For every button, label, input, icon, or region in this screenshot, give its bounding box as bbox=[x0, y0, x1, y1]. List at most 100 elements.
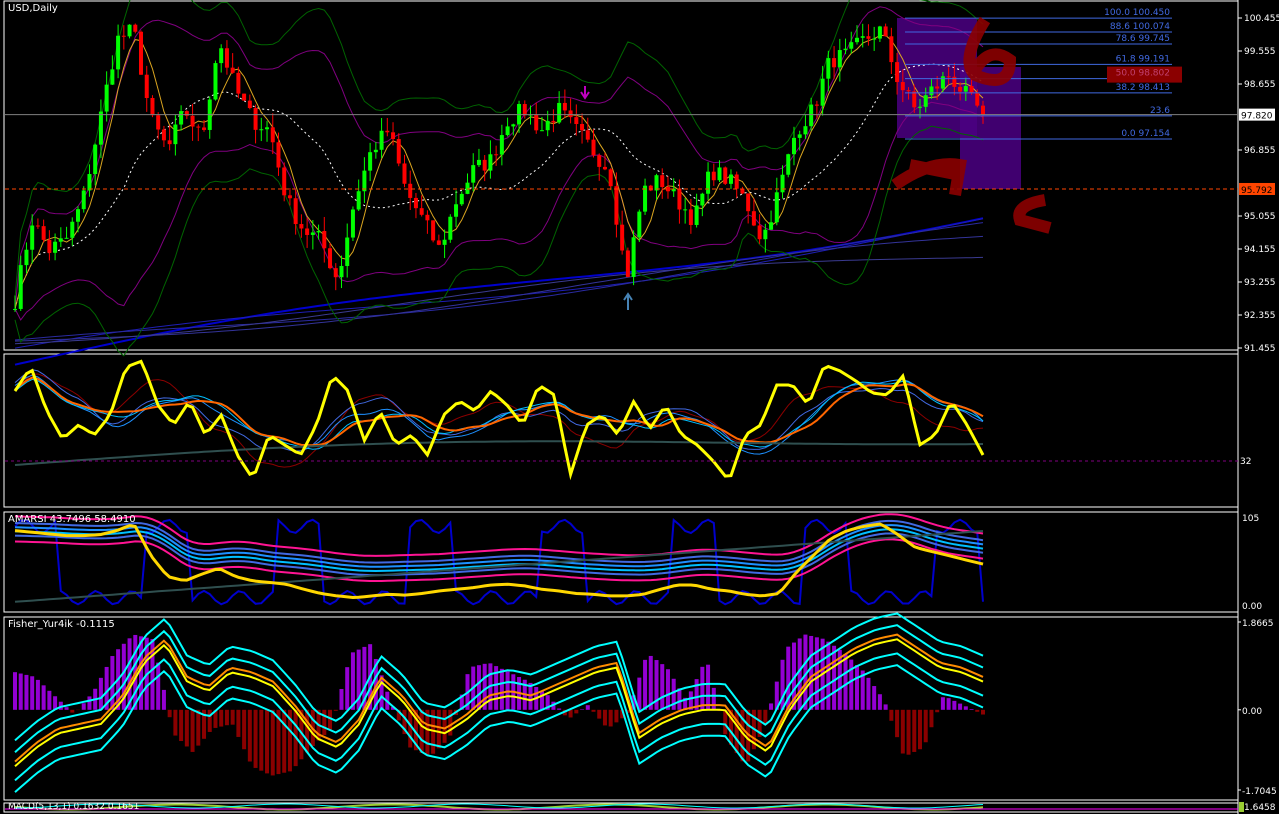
fisher-histogram-bar bbox=[923, 709, 928, 743]
candle-body bbox=[700, 193, 705, 206]
amarsi-band bbox=[14, 538, 984, 582]
candle-body bbox=[643, 185, 648, 212]
fisher-histogram-bar bbox=[448, 709, 453, 736]
candle-body bbox=[339, 265, 344, 278]
fisher-histogram-bar bbox=[322, 709, 327, 736]
fisher-histogram-bar bbox=[87, 696, 92, 710]
fisher-band bbox=[14, 612, 984, 742]
candle-body bbox=[287, 195, 292, 199]
fisher-histogram-bar bbox=[499, 668, 504, 710]
fisher-histogram-bar bbox=[379, 675, 384, 710]
fisher-histogram-bar bbox=[917, 709, 922, 750]
fisher-histogram-bar bbox=[602, 709, 607, 726]
bollinger-upper bbox=[14, 0, 984, 298]
candle-body bbox=[740, 188, 745, 194]
candle-body bbox=[419, 208, 424, 215]
candle-body bbox=[156, 115, 161, 130]
fisher-histogram-bar bbox=[671, 678, 676, 710]
fisher-histogram-bar bbox=[597, 709, 602, 719]
candle-body bbox=[30, 225, 35, 250]
fisher-histogram-bar bbox=[431, 709, 436, 754]
fisher-histogram-bar bbox=[305, 709, 310, 753]
candle-body bbox=[476, 159, 481, 166]
candle-body bbox=[522, 104, 527, 116]
fisher-histogram-bar bbox=[643, 659, 648, 710]
fisher-histogram-bar bbox=[219, 709, 224, 727]
candle-body bbox=[167, 140, 172, 145]
fisher-histogram-bar bbox=[373, 658, 378, 710]
fisher-histogram-bar bbox=[591, 709, 596, 712]
candle-body bbox=[104, 84, 109, 112]
candle-body bbox=[843, 48, 848, 51]
fisher-histogram-bar bbox=[391, 706, 396, 710]
fast-ma bbox=[14, 34, 984, 310]
fisher-histogram-bar bbox=[912, 709, 917, 752]
candle-body bbox=[202, 127, 207, 130]
fisher-histogram-bar bbox=[224, 709, 229, 726]
fisher-histogram-bar bbox=[694, 679, 699, 710]
candle-body bbox=[917, 106, 922, 108]
candle-body bbox=[688, 209, 693, 225]
fisher-histogram-bar bbox=[935, 709, 940, 713]
fisher-histogram-bar bbox=[207, 709, 212, 732]
candle-body bbox=[408, 183, 413, 198]
fisher-histogram-bar bbox=[631, 695, 636, 710]
candle-body bbox=[568, 110, 573, 118]
candle-body bbox=[230, 67, 235, 73]
candle-body bbox=[717, 167, 722, 181]
candle-body bbox=[706, 171, 711, 194]
moving-average-line bbox=[14, 217, 984, 366]
candle-body bbox=[150, 97, 155, 116]
candle-body bbox=[551, 120, 556, 123]
candle-body bbox=[373, 149, 378, 153]
fisher-histogram-bar bbox=[299, 709, 304, 760]
fisher-histogram-bar bbox=[459, 694, 464, 710]
fisher-histogram-bar bbox=[860, 670, 865, 710]
fisher-histogram-bar bbox=[774, 681, 779, 710]
fisher-histogram-bar bbox=[791, 642, 796, 710]
fisher-histogram-bar bbox=[895, 709, 900, 738]
candle-body bbox=[826, 58, 831, 79]
fisher-histogram-bar bbox=[854, 665, 859, 710]
macd-tick-label: 1.6458 bbox=[1244, 803, 1276, 813]
candle-body bbox=[780, 174, 785, 193]
candle-body bbox=[76, 209, 81, 222]
candle-body bbox=[93, 144, 98, 175]
fisher-histogram-bar bbox=[952, 700, 957, 710]
candle-body bbox=[660, 175, 665, 188]
candle-body bbox=[774, 192, 779, 223]
candle-body bbox=[471, 165, 476, 183]
rsi-band bbox=[14, 378, 984, 450]
candle-body bbox=[654, 175, 659, 191]
candle-body bbox=[963, 86, 968, 92]
fisher-histogram-bar bbox=[253, 709, 258, 768]
price-tick-label: 93.255 bbox=[1244, 278, 1276, 288]
candle-body bbox=[396, 139, 401, 164]
arrow-up-icon bbox=[623, 292, 633, 310]
candle-body bbox=[402, 163, 407, 184]
candle-body bbox=[459, 193, 464, 205]
amarsi-slow-line bbox=[14, 530, 984, 603]
candle-body bbox=[328, 248, 333, 269]
candle-body bbox=[454, 204, 459, 217]
candle-body bbox=[912, 91, 917, 108]
fisher-histogram-bar bbox=[872, 686, 877, 710]
candle-body bbox=[671, 188, 676, 192]
fisher-histogram-bar bbox=[574, 709, 579, 714]
fisher-histogram-bar bbox=[402, 709, 407, 735]
candle-body bbox=[127, 24, 132, 37]
candle-body bbox=[591, 139, 596, 156]
amarsi-band bbox=[14, 532, 984, 577]
fisher-histogram-bar bbox=[213, 709, 218, 728]
fisher-histogram-bar bbox=[900, 709, 905, 754]
fib-level-label: 38.2 98.413 bbox=[1116, 83, 1170, 93]
fisher-histogram-bar bbox=[356, 649, 361, 710]
candle-body bbox=[81, 190, 86, 210]
candle-body bbox=[379, 130, 384, 150]
candle-body bbox=[602, 166, 607, 170]
fisher-histogram-bar bbox=[963, 706, 968, 710]
fisher-histogram-bar bbox=[47, 690, 52, 710]
fisher-histogram-bar bbox=[539, 691, 544, 710]
amarsi-band bbox=[14, 524, 984, 568]
